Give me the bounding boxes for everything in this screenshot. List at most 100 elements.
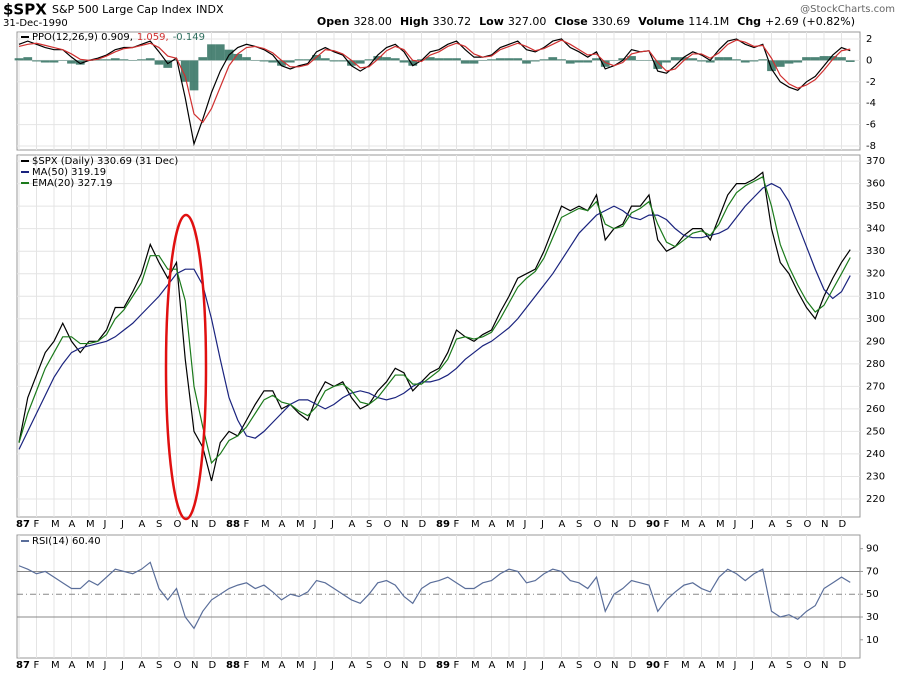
- x-tick-label: N: [191, 519, 198, 530]
- histogram-bar: [784, 60, 794, 64]
- y-tick-label: 370: [866, 156, 885, 167]
- y-tick-label: 330: [866, 246, 885, 257]
- x-tick-label: M: [506, 519, 515, 530]
- histogram-bar: [75, 60, 85, 65]
- histogram-bar: [557, 59, 566, 61]
- histogram-bar: [355, 60, 365, 64]
- histogram-bar: [705, 60, 715, 63]
- series-line: [18, 175, 851, 465]
- highlight-ellipse: [164, 213, 208, 521]
- quote-value: +2.69 (+0.82%): [765, 15, 855, 28]
- x-tick-label: A: [699, 660, 706, 671]
- symbol: $SPX: [3, 1, 47, 19]
- histogram-bar: [644, 60, 654, 61]
- y-tick-label: 2: [866, 34, 872, 45]
- x-tick-label: J: [523, 660, 527, 671]
- y-tick-label: -6: [866, 120, 876, 131]
- x-tick-label: A: [279, 519, 286, 530]
- symbol-name: S&P 500 Large Cap Index: [52, 3, 192, 16]
- x-tick-label: F: [244, 519, 250, 530]
- histogram-bar: [268, 60, 278, 63]
- x-tick-label: 87: [16, 519, 30, 530]
- x-tick-label: F: [664, 519, 670, 530]
- histogram-bar: [495, 58, 505, 61]
- x-tick-label: 87: [16, 660, 30, 671]
- exchange: INDX: [196, 3, 224, 16]
- series-line: [18, 561, 851, 630]
- x-tick-label: S: [156, 660, 162, 671]
- y-tick-label: 50: [866, 589, 879, 600]
- histogram-bar: [749, 60, 759, 62]
- x-tick-label: O: [594, 660, 602, 671]
- histogram-bar: [635, 60, 645, 61]
- legend-entry: 1.059,: [137, 32, 169, 43]
- histogram-bar: [740, 60, 750, 63]
- x-tick-label: J: [313, 519, 317, 530]
- histogram-bar: [723, 57, 733, 61]
- x-tick-label: 88: [226, 519, 240, 530]
- y-tick-label: -8: [866, 141, 876, 152]
- histogram-bar: [390, 58, 400, 61]
- histogram-bar: [802, 57, 811, 61]
- x-tick-label: O: [174, 519, 182, 530]
- x-tick-label: S: [366, 660, 372, 671]
- quote: Open 328.00 High 330.72 Low 327.00 Close 330.69…: [317, 15, 855, 28]
- legend-entry: $SPX (Daily) 330.69 (31 Dec): [32, 156, 178, 167]
- histogram-bar: [845, 60, 855, 62]
- x-tick-label: S: [576, 660, 582, 671]
- histogram-bar: [662, 60, 671, 63]
- x-tick-label: A: [769, 519, 776, 530]
- x-tick-label: J: [103, 660, 107, 671]
- histogram-bar: [732, 59, 741, 61]
- x-tick-label: M: [86, 519, 95, 530]
- x-tick-label: J: [733, 660, 737, 671]
- histogram-bar: [810, 57, 820, 61]
- x-tick-label: D: [839, 519, 847, 530]
- histogram-bar: [233, 53, 243, 61]
- x-tick-label: N: [401, 660, 408, 671]
- x-tick-label: N: [191, 660, 198, 671]
- histogram-bar: [627, 56, 636, 61]
- histogram-bar: [110, 58, 120, 61]
- x-tick-label: J: [750, 660, 754, 671]
- y-tick-label: 290: [866, 336, 885, 347]
- y-tick-label: 70: [866, 566, 879, 577]
- histogram-bar: [145, 58, 155, 61]
- x-tick-label: M: [506, 660, 515, 671]
- x-tick-label: A: [69, 519, 76, 530]
- histogram-bar: [154, 60, 164, 65]
- histogram-bar: [513, 58, 523, 61]
- x-tick-label: F: [454, 660, 460, 671]
- histogram-bar: [828, 56, 838, 61]
- histogram-bar: [102, 59, 111, 61]
- histogram-bar: [373, 56, 383, 61]
- histogram-bar: [819, 56, 829, 61]
- x-tick-label: N: [611, 660, 618, 671]
- x-tick-label: O: [594, 519, 602, 530]
- x-tick-label: N: [821, 519, 828, 530]
- x-tick-label: S: [786, 519, 792, 530]
- x-tick-label: M: [471, 660, 480, 671]
- y-tick-label: 340: [866, 224, 885, 235]
- histogram-bar: [487, 59, 496, 61]
- histogram-bar: [793, 60, 803, 63]
- quote-value: 328.00: [353, 15, 392, 28]
- x-tick-label: J: [540, 519, 544, 530]
- x-tick-label: D: [629, 660, 637, 671]
- histogram-bar: [600, 60, 610, 67]
- x-tick-label: M: [471, 519, 480, 530]
- x-tick-label: M: [681, 519, 690, 530]
- legend-entry: EMA(20) 327.19: [32, 178, 112, 189]
- x-tick-label: J: [313, 660, 317, 671]
- y-tick-label: -2: [866, 77, 876, 88]
- x-tick-label: M: [296, 519, 305, 530]
- histogram-bar: [32, 60, 41, 62]
- y-tick-label: 90: [866, 544, 879, 555]
- x-tick-label: M: [716, 660, 725, 671]
- x-tick-label: 89: [436, 519, 450, 530]
- y-tick-label: 300: [866, 314, 885, 325]
- series-line: [18, 182, 851, 450]
- y-tick-label: 280: [866, 359, 885, 370]
